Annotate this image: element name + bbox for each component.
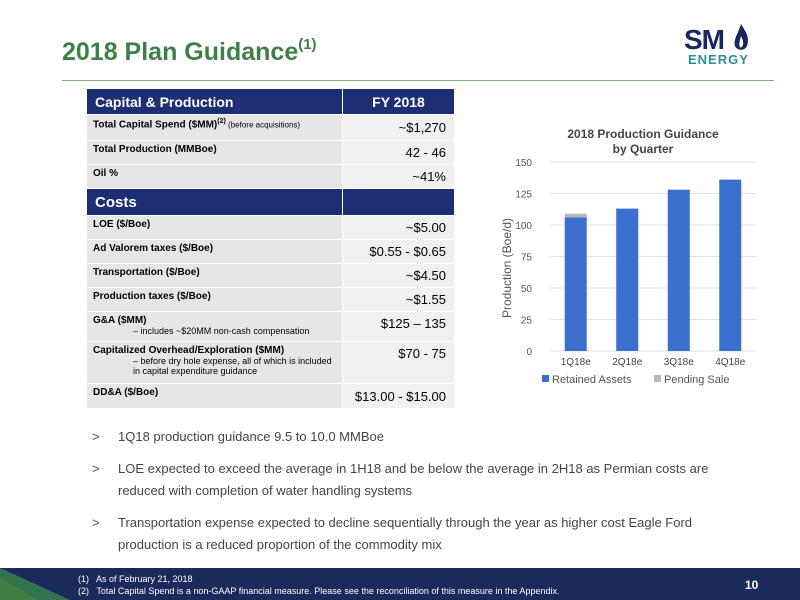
table-row: LOE ($/Boe) ~$5.00 (86, 215, 455, 240)
footnotes: (1) As of February 21, 2018 (2) Total Ca… (78, 573, 559, 597)
footnote-2: (2) Total Capital Spend is a non-GAAP fi… (78, 586, 560, 596)
row-value: ~$4.50 (342, 263, 455, 288)
chart-bar (564, 217, 587, 351)
chart-x-tick-label: 4Q18e (715, 357, 745, 368)
table-row: Oil % ~41% (86, 164, 455, 189)
list-item: > Transportation expense expected to decl… (92, 512, 742, 556)
costs-header: Costs (86, 188, 455, 216)
chart-bar (719, 179, 742, 351)
row-value: $13.00 - $15.00 (342, 383, 455, 409)
chart-x-tick-label: 3Q18e (664, 357, 694, 368)
bullet-text: 1Q18 production guidance 9.5 to 10.0 MMB… (118, 429, 384, 444)
table-row: Transportation ($/Boe) ~$4.50 (86, 263, 455, 288)
bullet-marker: > (92, 515, 100, 530)
chart-y-axis-label: Production (Boe/d) (500, 218, 514, 318)
page-title-text: 2018 Plan Guidance (62, 38, 299, 66)
company-logo: SM ENERGY (680, 22, 760, 72)
chart-y-tick-label: 50 (521, 284, 533, 295)
footer-bar (0, 568, 800, 600)
table-row: DD&A ($/Boe) $13.00 - $15.00 (86, 383, 455, 409)
row-label: Total Production (MMBoe) (86, 140, 343, 165)
row-label: Capitalized Overhead/Exploration ($MM) – … (86, 341, 343, 384)
row-label: DD&A ($/Boe) (86, 383, 343, 409)
chart-x-tick-label: 2Q18e (612, 357, 642, 368)
chart-bar (616, 208, 639, 351)
chart-y-tick-label: 125 (515, 190, 532, 201)
production-chart: 2018 Production Guidance by Quarter Prod… (500, 127, 756, 386)
chart-legend-swatch (654, 375, 661, 382)
row-value: ~$1.55 (342, 287, 455, 312)
title-divider (62, 80, 774, 81)
chart-y-tick-label: 150 (515, 158, 532, 169)
row-value: $70 - 75 (342, 341, 455, 384)
title-footnote-ref: (1) (298, 36, 317, 53)
logo-sm-text: SM (684, 24, 725, 55)
logo-energy-text: ENERGY (688, 52, 749, 67)
page-title: 2018 Plan Guidance(1) (62, 36, 317, 67)
footer-accent (0, 568, 70, 600)
chart-title-line1: 2018 Production Guidance (567, 127, 719, 141)
row-label: G&A ($MM) – includes ~$20MM non-cash comp… (86, 311, 343, 342)
chart-legend-label: Retained Assets (552, 374, 632, 386)
page-number: 10 (745, 578, 759, 592)
bullet-marker: > (92, 429, 100, 444)
row-value: $0.55 - $0.65 (342, 239, 455, 264)
row-value: ~$1,270 (342, 114, 455, 141)
chart-x-tick-label: 1Q18e (561, 357, 591, 368)
chart-legend-swatch (542, 375, 549, 382)
row-label: Oil % (86, 164, 343, 189)
table-row: Total Production (MMBoe) 42 - 46 (86, 140, 455, 165)
row-value: $125 – 135 (342, 311, 455, 342)
chart-title-line2: by Quarter (613, 142, 674, 156)
list-item: > LOE expected to exceed the average in 1… (92, 458, 742, 502)
row-value: ~41% (342, 164, 455, 189)
chart-y-tick-label: 100 (515, 221, 532, 232)
chart-y-tick-label: 75 (521, 253, 533, 264)
footnote-1: (1) As of February 21, 2018 (78, 574, 193, 584)
bullet-text: Transportation expense expected to decli… (118, 515, 693, 552)
table-row: Production taxes ($/Boe) ~$1.55 (86, 287, 455, 312)
row-label: LOE ($/Boe) (86, 215, 343, 240)
row-label: Total Capital Spend ($MM)(2) (before acq… (86, 114, 343, 141)
chart-y-tick-label: 0 (526, 347, 532, 358)
table-row: G&A ($MM) – includes ~$20MM non-cash comp… (86, 311, 455, 342)
column-header-fy2018: FY 2018 (342, 88, 455, 115)
section-header-blank (342, 188, 455, 216)
bullet-marker: > (92, 461, 100, 476)
chart-y-tick-label: 25 (521, 316, 533, 327)
bullet-text: LOE expected to exceed the average in 1H… (118, 461, 709, 498)
row-label: Production taxes ($/Boe) (86, 287, 343, 312)
row-value: ~$5.00 (342, 215, 455, 240)
row-value: 42 - 46 (342, 140, 455, 165)
section-header-label: Capital & Production (86, 88, 343, 115)
capital-production-header: Capital & Production FY 2018 (86, 88, 455, 115)
section-header-label: Costs (86, 188, 343, 216)
flame-icon (734, 24, 749, 50)
table-row: Capitalized Overhead/Exploration ($MM) – … (86, 341, 455, 384)
table-row: Ad Valorem taxes ($/Boe) $0.55 - $0.65 (86, 239, 455, 264)
list-item: >1Q18 production guidance 9.5 to 10.0 MM… (92, 426, 742, 448)
bullet-list: >1Q18 production guidance 9.5 to 10.0 MM… (92, 426, 742, 566)
chart-legend-label: Pending Sale (664, 374, 729, 386)
row-label: Transportation ($/Boe) (86, 263, 343, 288)
chart-bar (564, 213, 587, 218)
guidance-table: Capital & Production FY 2018 Total Capit… (86, 88, 455, 409)
chart-bar (667, 189, 690, 351)
table-row: Total Capital Spend ($MM)(2) (before acq… (86, 114, 455, 141)
row-label: Ad Valorem taxes ($/Boe) (86, 239, 343, 264)
